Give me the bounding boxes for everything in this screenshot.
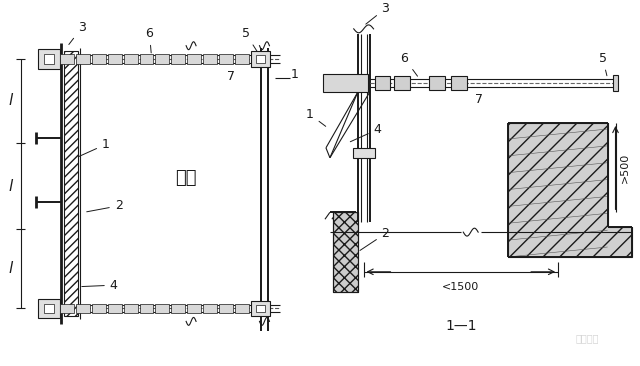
Text: 1—1: 1—1 xyxy=(445,320,477,333)
Text: 7: 7 xyxy=(475,93,483,106)
Bar xyxy=(235,54,248,64)
Bar xyxy=(323,74,367,92)
Text: 1: 1 xyxy=(306,108,326,126)
Bar xyxy=(140,303,154,313)
Bar xyxy=(333,212,358,292)
Text: 7: 7 xyxy=(227,70,235,83)
Bar xyxy=(255,55,266,63)
Bar xyxy=(92,303,106,313)
Text: l: l xyxy=(8,261,13,276)
Bar xyxy=(235,303,248,313)
Bar xyxy=(187,303,201,313)
Text: 结构: 结构 xyxy=(175,169,197,187)
Text: 1: 1 xyxy=(79,138,109,157)
Bar xyxy=(76,54,90,64)
Text: 6: 6 xyxy=(145,27,154,53)
Polygon shape xyxy=(508,123,632,257)
Text: 5: 5 xyxy=(242,27,257,51)
Bar xyxy=(374,76,390,90)
Bar xyxy=(172,303,185,313)
Bar xyxy=(156,303,169,313)
Bar xyxy=(451,76,467,90)
Text: 3: 3 xyxy=(69,21,86,45)
Text: 4: 4 xyxy=(350,123,381,142)
Bar xyxy=(156,54,169,64)
Text: 豆丁施工: 豆丁施工 xyxy=(576,333,600,343)
Bar xyxy=(203,303,217,313)
Text: 2: 2 xyxy=(87,199,123,212)
Text: 3: 3 xyxy=(366,2,389,24)
Bar xyxy=(44,303,54,313)
Bar xyxy=(92,54,106,64)
Text: 4: 4 xyxy=(82,279,118,292)
Bar xyxy=(172,54,185,64)
Bar xyxy=(187,54,201,64)
Bar xyxy=(38,49,60,68)
Bar xyxy=(255,305,266,313)
Bar xyxy=(203,54,217,64)
Text: 5: 5 xyxy=(598,52,607,76)
Bar xyxy=(429,76,445,90)
Text: l: l xyxy=(8,93,13,108)
Bar xyxy=(64,51,78,317)
Text: l: l xyxy=(8,179,13,194)
Bar xyxy=(219,54,233,64)
Bar xyxy=(612,75,618,92)
Bar xyxy=(333,212,358,292)
Text: 2: 2 xyxy=(360,227,389,250)
Text: 1: 1 xyxy=(291,68,298,81)
Bar xyxy=(251,300,271,317)
Bar xyxy=(60,303,74,313)
Text: <1500: <1500 xyxy=(442,282,479,292)
Bar xyxy=(124,303,138,313)
Bar xyxy=(108,303,122,313)
Text: >500: >500 xyxy=(620,153,630,183)
Text: 6: 6 xyxy=(401,52,417,76)
Bar xyxy=(251,51,271,67)
Bar xyxy=(219,303,233,313)
Bar xyxy=(124,54,138,64)
Bar xyxy=(76,303,90,313)
Bar xyxy=(394,76,410,90)
Bar xyxy=(44,54,54,64)
Bar xyxy=(353,148,374,158)
Bar xyxy=(60,54,74,64)
Bar xyxy=(38,299,60,318)
Bar xyxy=(140,54,154,64)
Bar xyxy=(108,54,122,64)
